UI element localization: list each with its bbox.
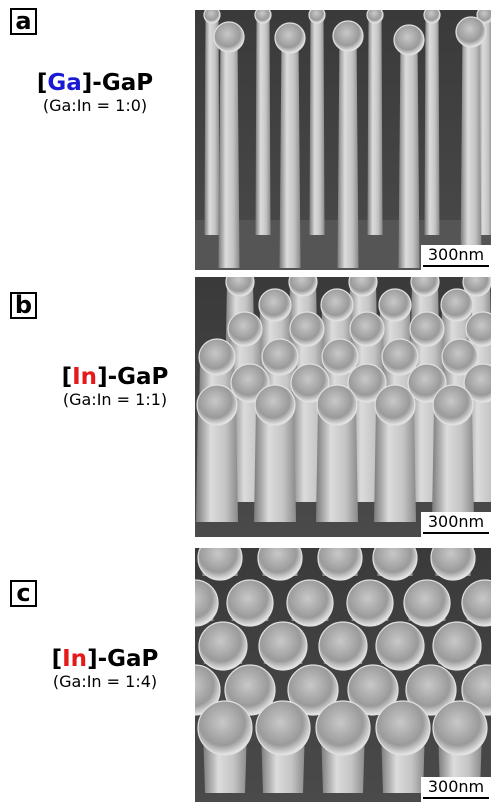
nanowire — [476, 10, 491, 235]
nanowire — [224, 664, 276, 716]
panel-label: [In]-GaP (Ga:In = 1:1) — [20, 364, 210, 410]
nanowire — [432, 621, 482, 671]
element-name: Ga — [47, 70, 82, 96]
nanowire-image — [195, 277, 491, 537]
panel-a: a [Ga]-GaP (Ga:In = 1:0) 300nm — [0, 0, 491, 272]
nanowire — [332, 20, 364, 268]
scale-bar-line — [423, 797, 489, 799]
scale-bar-line — [423, 532, 489, 534]
nanowire-image — [195, 10, 491, 270]
nanowire — [195, 579, 219, 627]
sample-name: [In]-GaP — [51, 646, 159, 672]
scale-bar-label: 300nm — [427, 777, 485, 796]
nanowire — [286, 579, 334, 627]
nanowire — [317, 548, 363, 581]
panel-label: [Ga]-GaP (Ga:In = 1:0) — [0, 70, 190, 116]
panel-label: [In]-GaP (Ga:In = 1:4) — [10, 646, 200, 692]
nanowire — [316, 384, 358, 522]
nanowire — [196, 384, 238, 522]
nanowire — [198, 621, 248, 671]
scale-bar: 300nm — [421, 777, 491, 802]
nanowire — [254, 384, 296, 522]
nanowire — [375, 621, 425, 671]
nanowire — [226, 579, 274, 627]
nanowire — [375, 700, 431, 793]
scale-bar: 300nm — [421, 245, 491, 270]
panel-c: c [In]-GaP (Ga:In = 1:4) 300nm — [0, 538, 491, 803]
nanowire — [346, 579, 394, 627]
nanowire — [197, 700, 253, 793]
nanowire — [287, 664, 339, 716]
sem-micrograph: 300nm — [195, 548, 491, 802]
nanowire — [274, 22, 306, 268]
sem-micrograph: 300nm — [195, 10, 491, 270]
nanowire — [430, 548, 476, 581]
panel-b: b [In]-GaP (Ga:In = 1:1) 300nm — [0, 272, 491, 538]
element-name: In — [62, 646, 88, 672]
sem-micrograph: 300nm — [195, 277, 491, 537]
nanowire — [455, 16, 487, 268]
scale-bar: 300nm — [421, 512, 491, 537]
nanowire — [258, 621, 308, 671]
nanowire — [197, 548, 243, 581]
nanowire — [366, 10, 384, 235]
nanowire — [308, 10, 326, 235]
nanowire — [213, 21, 245, 268]
nanowire — [347, 664, 399, 716]
nanowire — [405, 664, 457, 716]
nanowire — [372, 548, 418, 581]
panel-letter: a — [10, 8, 37, 35]
nanowire — [403, 579, 451, 627]
scale-bar-label: 300nm — [427, 512, 485, 531]
composition-ratio: (Ga:In = 1:4) — [52, 672, 158, 691]
nanowire — [203, 10, 221, 235]
nanowire — [195, 664, 221, 716]
panel-letter: b — [10, 292, 37, 319]
nanowire — [257, 548, 303, 581]
nanowire — [318, 621, 368, 671]
composition-ratio: (Ga:In = 1:0) — [42, 96, 148, 115]
panel-letter: c — [10, 580, 37, 607]
nanowire — [461, 579, 491, 627]
sample-name: [Ga]-GaP — [36, 70, 154, 96]
sample-name: [In]-GaP — [61, 364, 169, 390]
nanowire — [432, 384, 474, 522]
composition-ratio: (Ga:In = 1:1) — [62, 390, 168, 409]
nanowire — [423, 10, 441, 235]
nanowire — [315, 700, 371, 793]
nanowire — [254, 10, 272, 235]
element-name: In — [72, 364, 98, 390]
scale-bar-line — [423, 265, 489, 267]
nanowire-image — [195, 548, 491, 802]
nanowire — [393, 24, 425, 268]
nanowire — [374, 384, 416, 522]
nanowire — [255, 700, 311, 793]
nanowire — [432, 700, 488, 793]
scale-bar-label: 300nm — [427, 245, 485, 264]
